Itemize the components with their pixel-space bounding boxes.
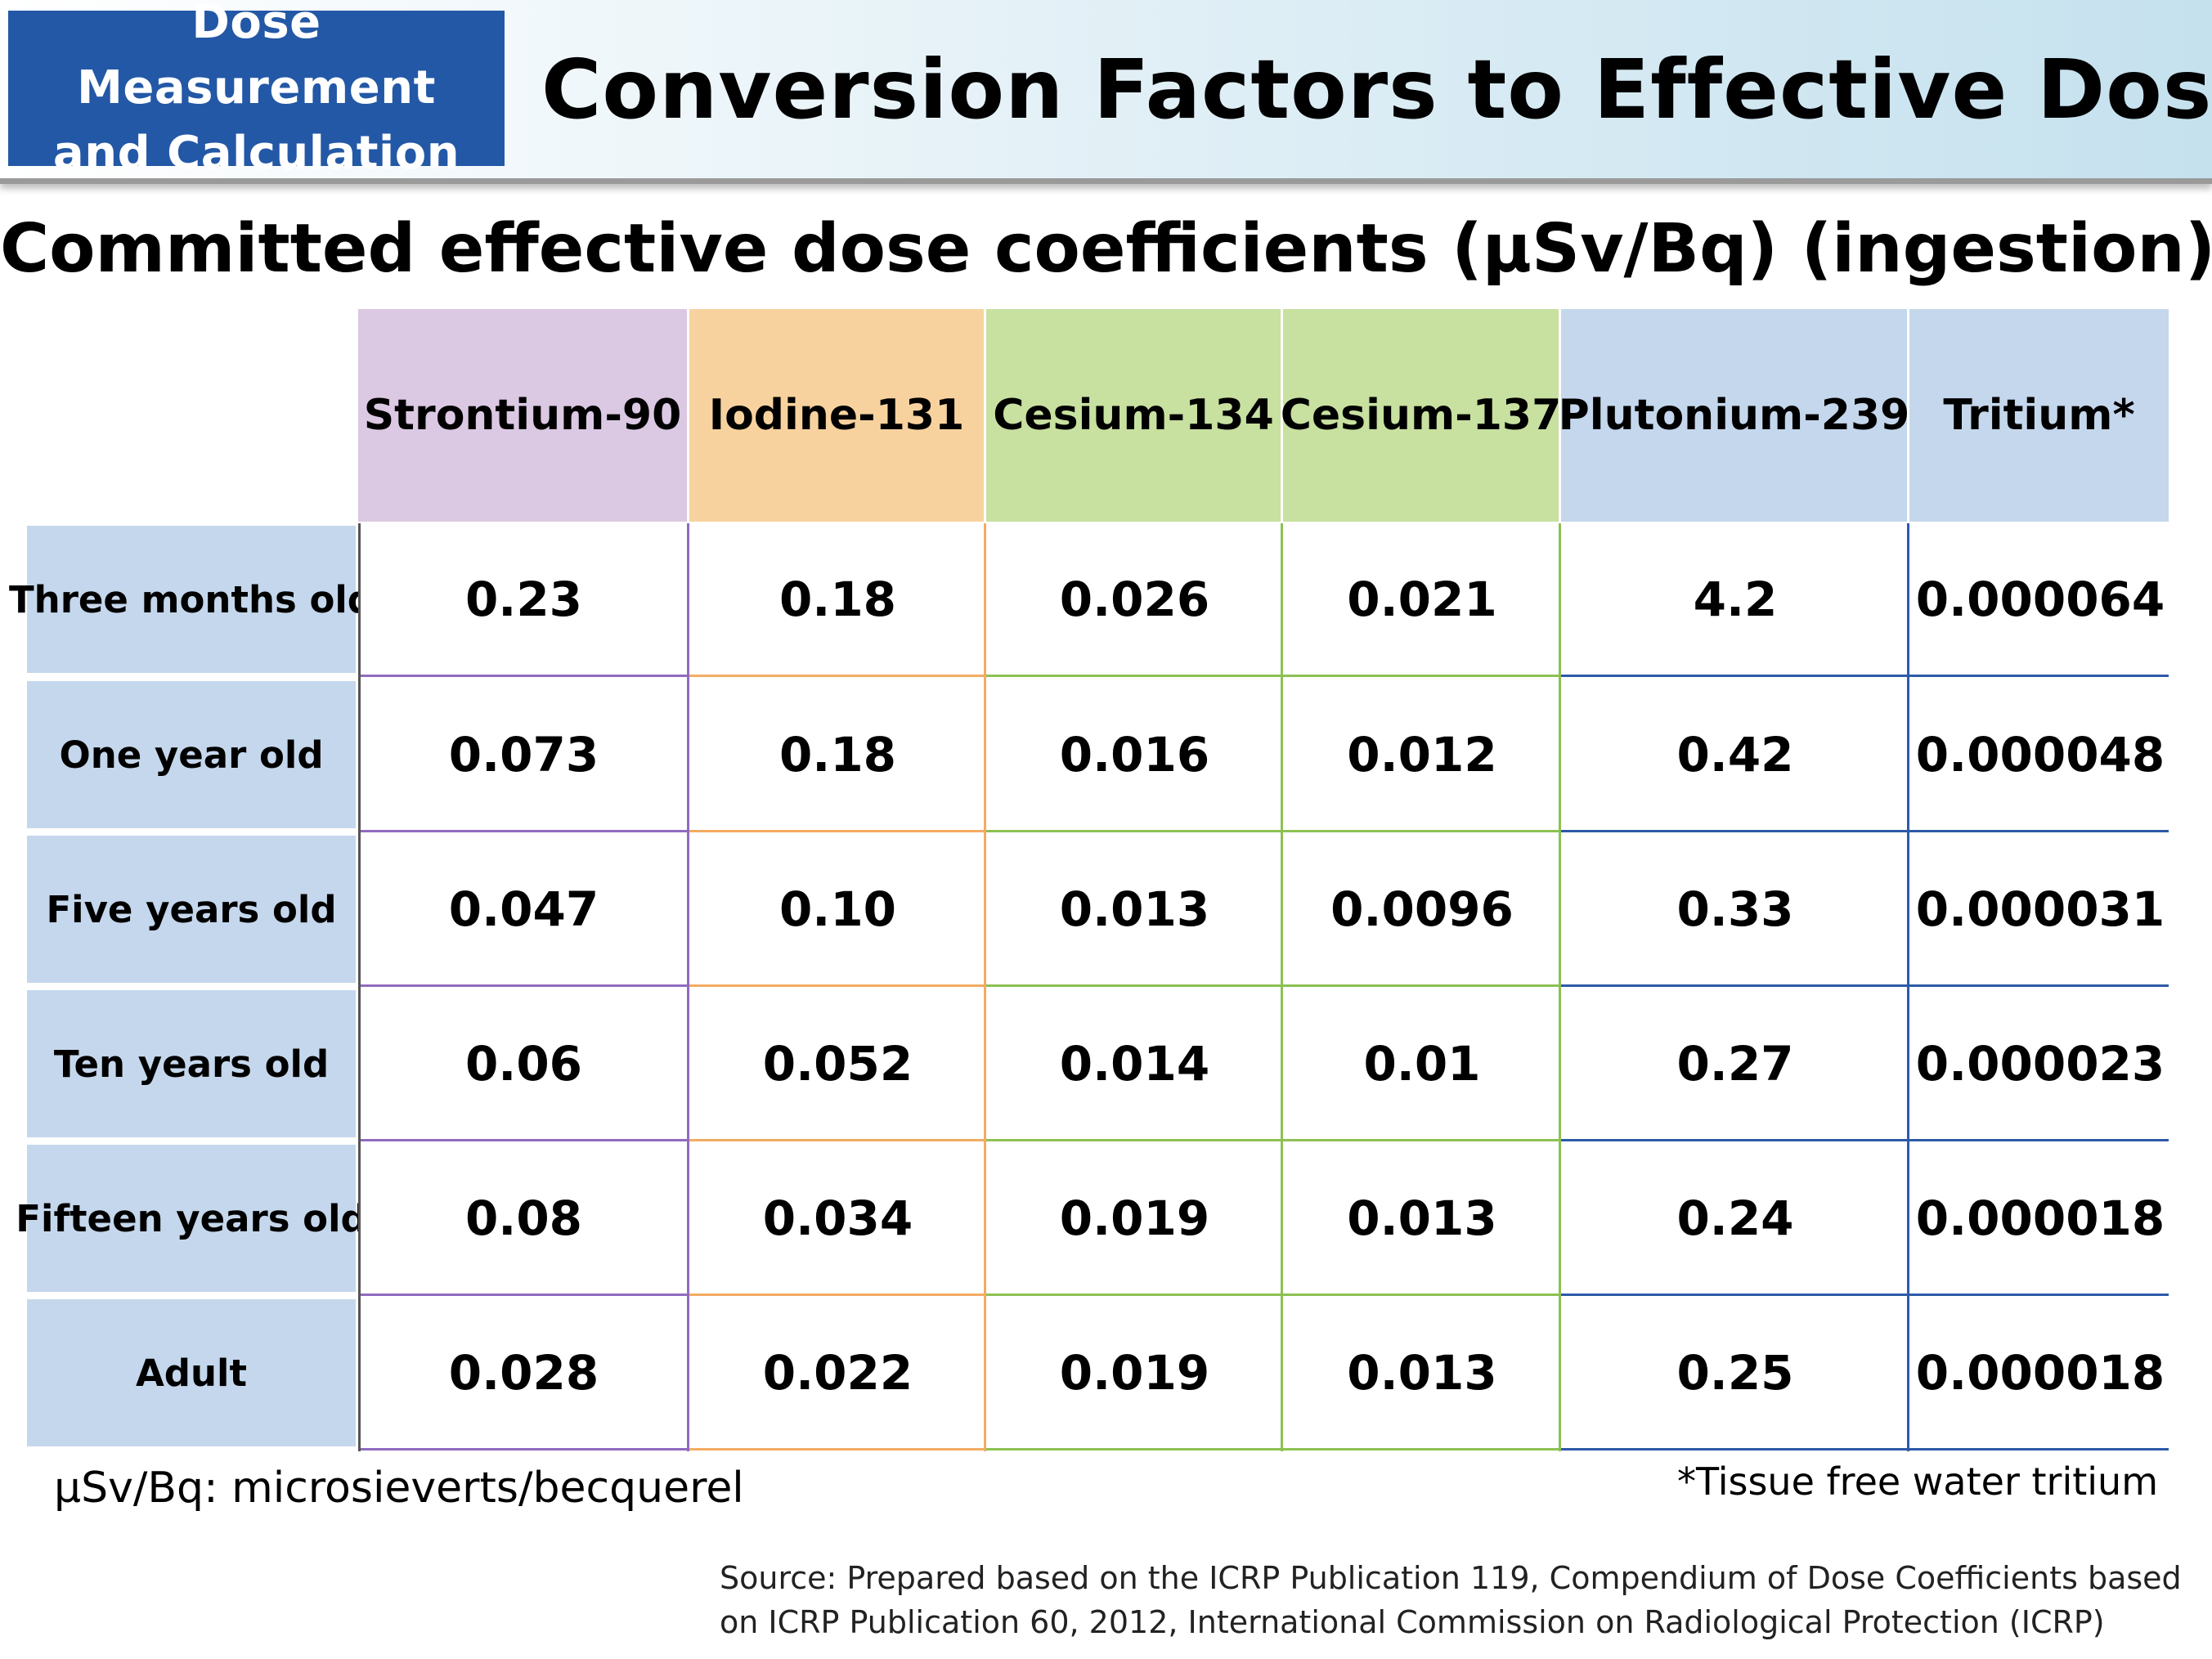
- row-divider-line: [689, 1448, 984, 1451]
- row-divider-line: [689, 675, 984, 677]
- table-cell: 0.25: [1564, 1298, 1907, 1447]
- row-header-3: Ten years old: [27, 990, 356, 1137]
- row-divider-line: [358, 1139, 687, 1141]
- row-divider-line: [1909, 984, 2169, 987]
- column-header-0: Strontium-90: [358, 309, 687, 522]
- row-header-4: Fifteen years old: [16, 1145, 367, 1292]
- column-header-3: Cesium-137: [1281, 309, 1561, 522]
- table-cell: 0.33: [1564, 835, 1907, 984]
- row-divider-line: [358, 1448, 687, 1451]
- column-divider-line: [1281, 523, 1283, 1451]
- table-cell: 0.27: [1564, 989, 1907, 1138]
- table-cell: 0.06: [361, 989, 687, 1138]
- table-cell: 0.013: [1285, 1298, 1559, 1447]
- table-cell: 0.18: [692, 525, 984, 674]
- table-cell: 0.073: [361, 680, 687, 829]
- row-divider-line: [689, 1139, 984, 1141]
- table-cell: 0.0096: [1285, 835, 1559, 984]
- column-divider-line: [687, 523, 689, 1451]
- table-cell: 0.052: [692, 989, 984, 1138]
- table-cell: 0.24: [1564, 1144, 1907, 1293]
- table-cell: 0.42: [1564, 680, 1907, 829]
- table-cell: 0.000023: [1912, 989, 2169, 1138]
- row-divider-line: [1909, 675, 2169, 677]
- table-cell: 0.026: [989, 525, 1281, 674]
- column-header-5: Tritium*: [1909, 309, 2169, 522]
- row-divider-line: [689, 984, 984, 987]
- table-cell: 0.047: [361, 835, 687, 984]
- table-cell: 0.028: [361, 1298, 687, 1447]
- row-divider-line: [1283, 1294, 1559, 1296]
- row-divider-line: [986, 675, 1281, 677]
- row-divider-line: [986, 1139, 1281, 1141]
- badge-line-2: and Calculation: [52, 127, 460, 180]
- table-subtitle: Committed effective dose coefficients (μ…: [0, 210, 2212, 288]
- header-banner: Dose Measurement and Calculation Convers…: [0, 0, 2212, 184]
- row-divider-line: [358, 675, 687, 677]
- row-divider-line: [1561, 830, 1907, 832]
- table-cell: 0.000064: [1912, 525, 2169, 674]
- column-divider-line: [1559, 523, 1561, 1451]
- table-cell: 0.014: [989, 989, 1281, 1138]
- row-divider-line: [1561, 984, 1907, 987]
- column-divider-line: [358, 523, 361, 1451]
- unit-note: μSv/Bq: microsieverts/becquerel: [54, 1464, 744, 1513]
- table-cell: 0.013: [989, 835, 1281, 984]
- row-divider-line: [1283, 675, 1559, 677]
- row-divider-line: [986, 984, 1281, 987]
- table-cell: 0.000048: [1912, 680, 2169, 829]
- section-badge: Dose Measurement and Calculation: [8, 0, 505, 180]
- row-divider-line: [986, 1294, 1281, 1296]
- badge-line-1: Dose Measurement: [77, 0, 436, 114]
- column-header-4: Plutonium-239: [1559, 309, 1909, 522]
- table-cell: 0.18: [692, 680, 984, 829]
- table-cell: 0.019: [989, 1144, 1281, 1293]
- row-divider-line: [1909, 1448, 2169, 1451]
- row-divider-line: [358, 984, 687, 987]
- row-header-1: One year old: [27, 681, 356, 828]
- table-cell: 0.034: [692, 1144, 984, 1293]
- row-divider-line: [1909, 830, 2169, 832]
- row-divider-line: [1283, 1139, 1559, 1141]
- table-cell: 4.2: [1564, 525, 1907, 674]
- row-header-5: Adult: [27, 1299, 356, 1446]
- row-divider-line: [1909, 1139, 2169, 1141]
- row-divider-line: [1909, 1294, 2169, 1296]
- row-divider-line: [1561, 675, 1907, 677]
- source-citation: Source: Prepared based on the ICRP Publi…: [720, 1560, 2182, 1640]
- row-divider-line: [689, 1294, 984, 1296]
- column-header-2: Cesium-134: [986, 309, 1281, 522]
- row-divider-line: [358, 1294, 687, 1296]
- column-divider-line: [984, 523, 986, 1451]
- column-divider-line: [1907, 523, 1909, 1451]
- row-header-0: Three months old: [9, 526, 374, 673]
- row-divider-line: [689, 830, 984, 832]
- row-divider-line: [1283, 1448, 1559, 1451]
- table-cell: 0.012: [1285, 680, 1559, 829]
- table-cell: 0.022: [692, 1298, 984, 1447]
- table-cell: 0.000018: [1912, 1298, 2169, 1447]
- row-divider-line: [1561, 1139, 1907, 1141]
- table-cell: 0.013: [1285, 1144, 1559, 1293]
- row-divider-line: [358, 830, 687, 832]
- table-cell: 0.021: [1285, 525, 1559, 674]
- row-divider-line: [1283, 830, 1559, 832]
- tritium-footnote: *Tissue free water tritium: [1677, 1459, 2158, 1504]
- table-cell: 0.08: [361, 1144, 687, 1293]
- table-cell: 0.01: [1285, 989, 1559, 1138]
- row-divider-line: [986, 1448, 1281, 1451]
- table-cell: 0.019: [989, 1298, 1281, 1447]
- table-cell: 0.23: [361, 525, 687, 674]
- table-cell: 0.000031: [1912, 835, 2169, 984]
- table-cell: 0.000018: [1912, 1144, 2169, 1293]
- page-title: Conversion Factors to Effective Doses: [541, 42, 2212, 137]
- table-cell: 0.016: [989, 680, 1281, 829]
- row-divider-line: [1561, 1448, 1907, 1451]
- row-header-2: Five years old: [27, 836, 356, 983]
- table-cell: 0.10: [692, 835, 984, 984]
- column-header-1: Iodine-131: [689, 309, 984, 522]
- row-divider-line: [1561, 1294, 1907, 1296]
- row-divider-line: [986, 830, 1281, 832]
- row-divider-line: [1283, 984, 1559, 987]
